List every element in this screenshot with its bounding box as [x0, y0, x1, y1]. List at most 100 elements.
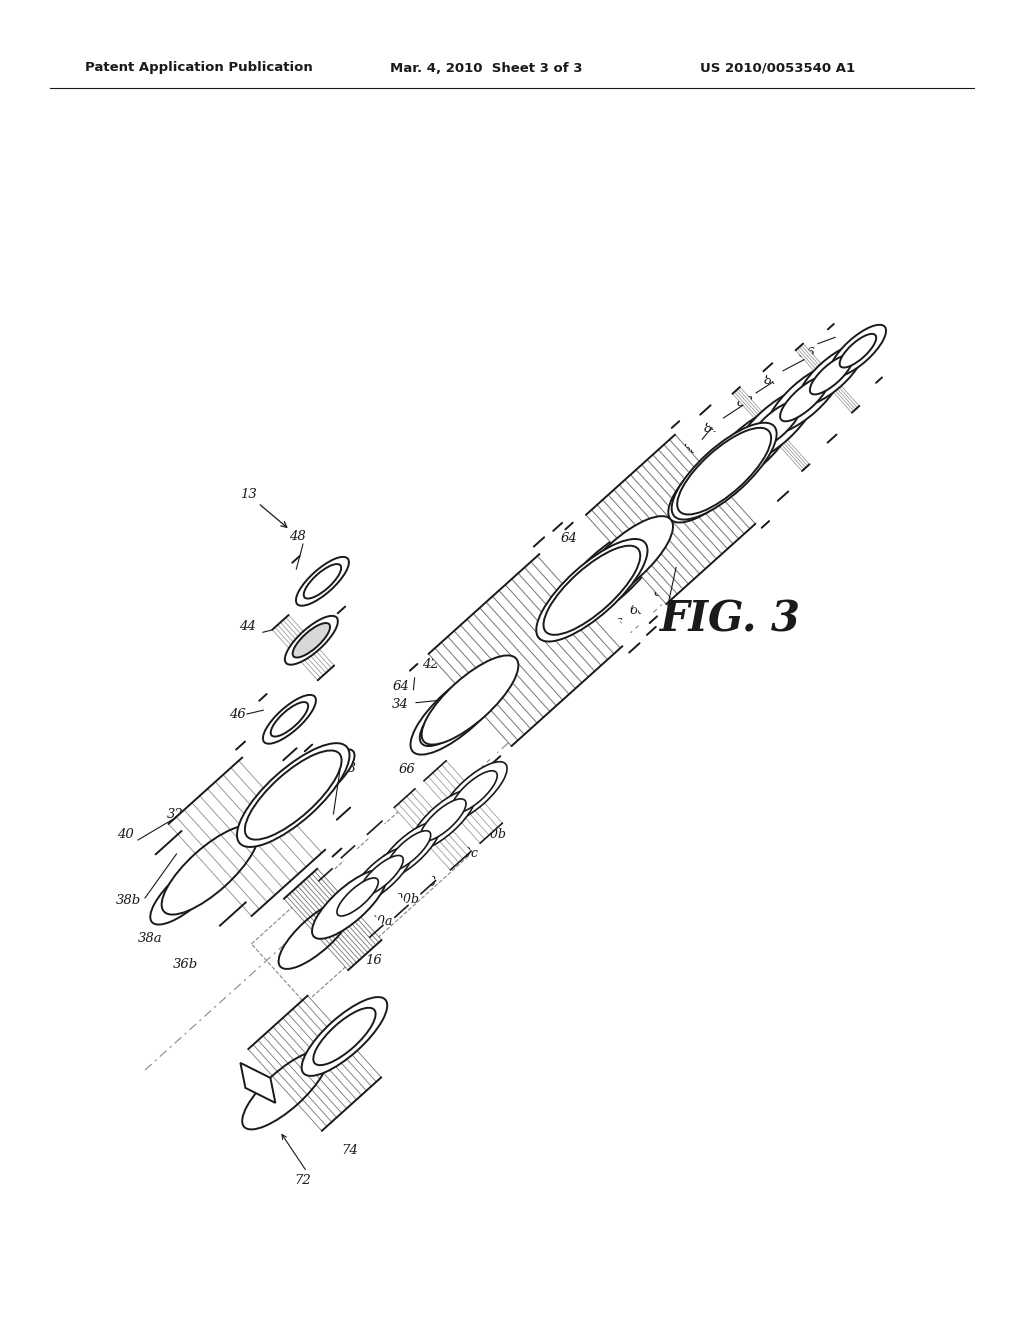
Text: 38b: 38b [116, 894, 140, 907]
Ellipse shape [162, 825, 258, 915]
Ellipse shape [420, 675, 498, 746]
Ellipse shape [296, 557, 349, 606]
Ellipse shape [544, 545, 640, 635]
Ellipse shape [780, 376, 828, 421]
Ellipse shape [767, 364, 842, 433]
Ellipse shape [566, 524, 664, 615]
Ellipse shape [840, 334, 877, 367]
Text: 40: 40 [117, 829, 133, 842]
Text: 32: 32 [167, 808, 183, 821]
Polygon shape [796, 343, 859, 413]
Text: 36b: 36b [172, 958, 198, 972]
Ellipse shape [263, 694, 316, 743]
Text: 100c: 100c [446, 847, 478, 861]
Ellipse shape [304, 564, 341, 598]
Ellipse shape [574, 532, 655, 607]
Ellipse shape [270, 702, 308, 737]
Polygon shape [292, 556, 345, 614]
Polygon shape [732, 387, 810, 471]
Ellipse shape [677, 428, 771, 515]
Text: US 2010/0053540 A1: US 2010/0053540 A1 [700, 62, 855, 74]
Polygon shape [156, 832, 246, 925]
Ellipse shape [720, 421, 779, 475]
Ellipse shape [328, 870, 387, 924]
Text: 62: 62 [653, 586, 671, 599]
Text: 84: 84 [703, 421, 721, 434]
Text: 60: 60 [630, 605, 646, 618]
Text: 82: 82 [678, 564, 694, 576]
Ellipse shape [313, 1007, 376, 1065]
Polygon shape [827, 323, 882, 383]
Ellipse shape [243, 1051, 328, 1130]
Text: 66: 66 [398, 763, 415, 776]
Polygon shape [284, 869, 382, 970]
Polygon shape [341, 846, 409, 917]
Ellipse shape [285, 616, 338, 665]
Ellipse shape [452, 771, 498, 813]
Polygon shape [248, 995, 381, 1131]
Text: Patent Application Publication: Patent Application Publication [85, 62, 312, 74]
Polygon shape [241, 1063, 275, 1104]
Polygon shape [565, 523, 657, 623]
Ellipse shape [279, 900, 353, 969]
Ellipse shape [337, 878, 378, 916]
Text: 64: 64 [393, 680, 410, 693]
Polygon shape [318, 869, 383, 937]
Polygon shape [410, 664, 501, 763]
Polygon shape [534, 537, 640, 652]
Polygon shape [169, 754, 330, 916]
Ellipse shape [537, 552, 634, 642]
Polygon shape [586, 434, 756, 605]
Ellipse shape [749, 401, 801, 450]
Polygon shape [259, 694, 312, 751]
Text: 88: 88 [736, 396, 754, 409]
Text: 64: 64 [561, 532, 578, 545]
Polygon shape [284, 748, 350, 820]
Ellipse shape [378, 822, 440, 879]
Ellipse shape [705, 407, 795, 490]
Ellipse shape [151, 855, 225, 924]
Text: 34: 34 [391, 698, 409, 711]
Ellipse shape [441, 762, 507, 822]
Text: 68: 68 [421, 875, 437, 888]
Text: 38a: 38a [137, 932, 163, 945]
Ellipse shape [240, 755, 337, 845]
Ellipse shape [554, 524, 664, 626]
Text: 16: 16 [365, 954, 382, 968]
Polygon shape [368, 821, 435, 894]
Ellipse shape [301, 758, 345, 799]
Ellipse shape [799, 345, 864, 405]
Polygon shape [672, 421, 769, 528]
Polygon shape [553, 523, 655, 635]
Ellipse shape [537, 539, 647, 642]
Polygon shape [700, 405, 788, 500]
Polygon shape [394, 789, 471, 870]
Ellipse shape [293, 623, 330, 657]
Text: 56: 56 [606, 618, 624, 631]
Text: 58: 58 [340, 762, 356, 775]
Ellipse shape [829, 325, 886, 376]
Text: 88: 88 [683, 442, 699, 455]
Text: 100b: 100b [387, 894, 419, 906]
Ellipse shape [672, 422, 776, 520]
Text: 44: 44 [239, 620, 255, 634]
Ellipse shape [387, 830, 431, 871]
Ellipse shape [565, 535, 652, 615]
Text: 86: 86 [799, 347, 815, 360]
Text: FIG. 3: FIG. 3 [659, 599, 801, 642]
Ellipse shape [411, 789, 476, 850]
Text: 46: 46 [228, 708, 246, 721]
Ellipse shape [245, 751, 342, 840]
Polygon shape [272, 615, 334, 680]
Ellipse shape [350, 847, 413, 904]
Text: 80: 80 [764, 375, 780, 387]
Text: 72: 72 [295, 1173, 311, 1187]
Text: 74: 74 [342, 1143, 358, 1156]
Ellipse shape [422, 656, 518, 744]
Polygon shape [424, 760, 503, 843]
Ellipse shape [312, 870, 387, 939]
Polygon shape [237, 742, 341, 857]
Ellipse shape [292, 750, 354, 807]
Ellipse shape [420, 799, 466, 841]
Ellipse shape [411, 665, 507, 755]
